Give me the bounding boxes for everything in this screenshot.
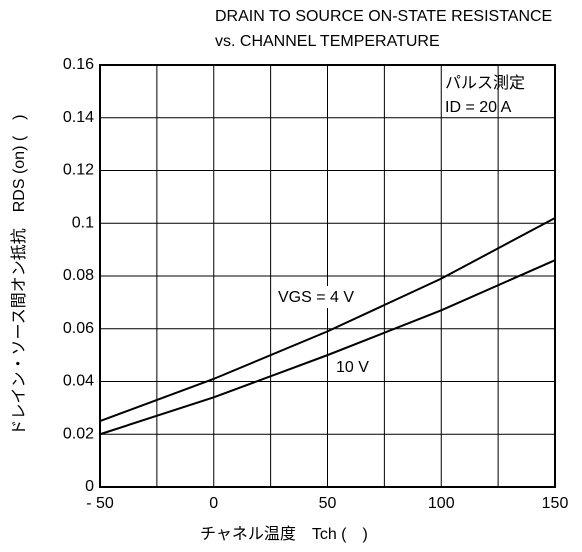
y-tick-label: 0.04 [63, 373, 94, 390]
x-tick-label: 0 [209, 495, 218, 512]
y-tick-label: 0.12 [63, 162, 94, 179]
label-bg [328, 356, 378, 378]
chart-title: vs. CHANNEL TEMPERATURE [215, 33, 440, 50]
x-tick-label: 100 [428, 495, 455, 512]
x-axis-label: チャネル温度 Tch ( ) [200, 525, 368, 543]
y-tick-label: 0.02 [63, 425, 94, 442]
chart-title: DRAIN TO SOURCE ON-STATE RESISTANCE [215, 8, 552, 25]
y-axis-label: ドレイン・ソース間オン抵抗 RDS (on) ( ) [10, 115, 28, 436]
annotation: パルス測定 [445, 74, 525, 92]
y-tick-label: 0 [85, 478, 94, 495]
y-tick-label: 0.08 [63, 267, 94, 284]
line [99, 217, 556, 423]
y-tick-label: 0.06 [63, 320, 94, 337]
label-bg [274, 286, 370, 308]
plot-frame [99, 64, 556, 488]
line [99, 259, 556, 436]
y-tick-label: 0.14 [63, 109, 94, 126]
x-tick-label: 150 [542, 495, 569, 512]
x-tick-label: - 50 [86, 495, 114, 512]
series-label: 10 V [336, 359, 369, 376]
series-label: VGS = 4 V [278, 289, 354, 306]
y-tick-label: 0.16 [63, 56, 94, 73]
y-tick-label: 0.1 [72, 214, 94, 231]
annotation: ID = 20 A [445, 99, 512, 116]
x-tick-label: 50 [319, 495, 337, 512]
